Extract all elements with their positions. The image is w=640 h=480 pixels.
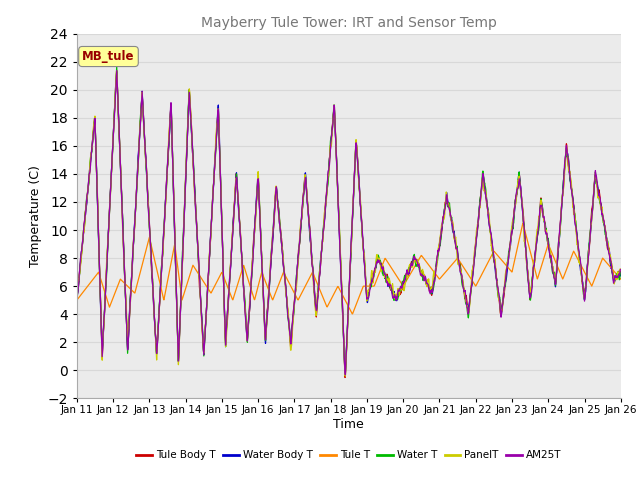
X-axis label: Time: Time xyxy=(333,418,364,431)
Y-axis label: Temperature (C): Temperature (C) xyxy=(29,165,42,267)
Text: MB_tule: MB_tule xyxy=(82,50,135,63)
Title: Mayberry Tule Tower: IRT and Sensor Temp: Mayberry Tule Tower: IRT and Sensor Temp xyxy=(201,16,497,30)
Legend: Tule Body T, Water Body T, Tule T, Water T, PanelT, AM25T: Tule Body T, Water Body T, Tule T, Water… xyxy=(132,446,566,464)
